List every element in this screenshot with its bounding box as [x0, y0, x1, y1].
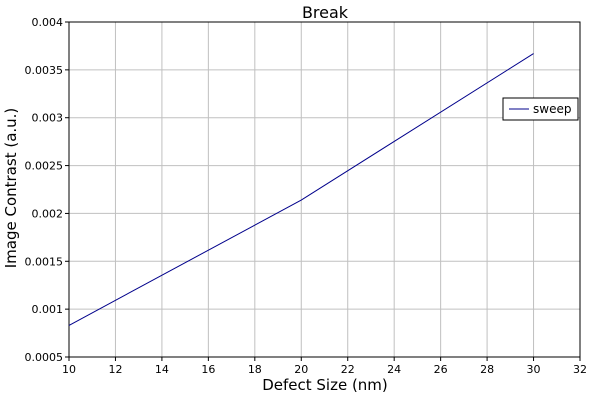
y-tick-label: 0.0035 — [25, 64, 64, 77]
x-tick-label: 18 — [248, 363, 262, 376]
legend: sweep — [502, 97, 579, 121]
series-layer — [68, 53, 534, 326]
legend-box — [502, 97, 579, 121]
legend-entry-sweep: sweep — [533, 102, 571, 116]
y-axis-label: Image Contrast (a.u.) — [2, 108, 20, 269]
y-axis-ticks: 0.0005 0.001 0.0015 0.002 0.0025 0.003 0.0035 0… — [25, 16, 69, 364]
x-tick-label: 12 — [108, 363, 122, 376]
chart-title: Break — [302, 3, 349, 22]
plot-frame — [68, 21, 581, 358]
y-tick-label: 0.0005 — [25, 351, 64, 364]
y-tick-label: 0.003 — [32, 112, 64, 125]
x-tick-label: 10 — [62, 363, 76, 376]
y-tick-label: 0.004 — [32, 16, 64, 29]
series-line-sweep — [68, 53, 534, 326]
x-axis-ticks: 10 12 14 16 18 20 22 24 26 28 30 32 — [62, 357, 587, 376]
y-tick-label: 0.001 — [32, 303, 64, 316]
x-tick-label: 32 — [573, 363, 587, 376]
x-tick-label: 28 — [480, 363, 494, 376]
y-tick-label: 0.0015 — [25, 255, 64, 268]
x-tick-label: 16 — [201, 363, 215, 376]
x-tick-label: 30 — [527, 363, 541, 376]
y-tick-label: 0.0025 — [25, 160, 64, 173]
x-tick-label: 24 — [387, 363, 401, 376]
y-tick-label: 0.002 — [32, 207, 64, 220]
x-tick-label: 20 — [294, 363, 308, 376]
x-axis-label: Defect Size (nm) — [262, 376, 388, 394]
x-tick-label: 14 — [155, 363, 169, 376]
x-tick-label: 26 — [434, 363, 448, 376]
x-tick-label: 22 — [341, 363, 355, 376]
